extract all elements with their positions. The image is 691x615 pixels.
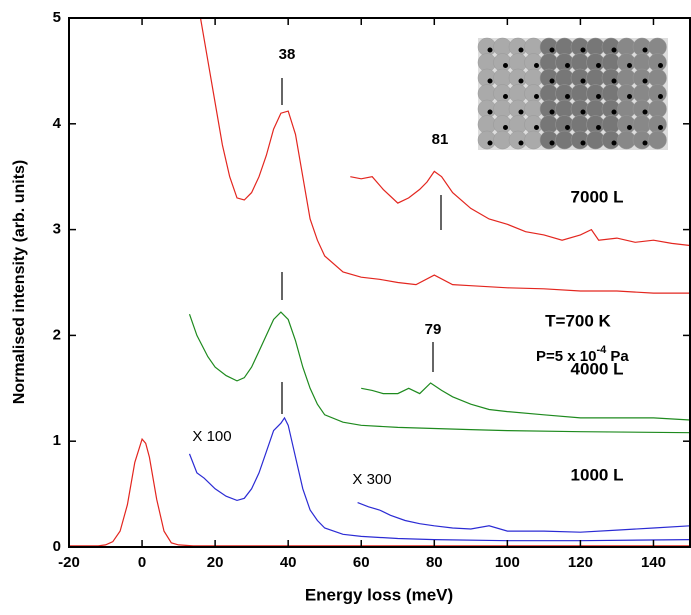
inset-dot bbox=[627, 63, 632, 68]
inset-dot bbox=[487, 140, 493, 146]
inset-dot bbox=[611, 140, 617, 146]
annotation: 81 bbox=[432, 131, 449, 148]
y-tick-label: 0 bbox=[53, 538, 61, 555]
annotation: X 100 bbox=[192, 428, 231, 445]
inset-dot bbox=[596, 125, 601, 130]
inset-dot bbox=[565, 125, 570, 130]
x-tick-label: 80 bbox=[426, 554, 443, 571]
inset-dot bbox=[565, 94, 570, 99]
inset-dot bbox=[503, 94, 508, 99]
y-tick-label: 3 bbox=[53, 221, 61, 238]
inset-dot bbox=[580, 109, 586, 115]
annotation: T=700 K bbox=[545, 311, 611, 330]
inset-dot bbox=[642, 47, 648, 53]
inset-dot bbox=[596, 63, 601, 68]
pressure-sup: -4 bbox=[596, 344, 607, 356]
inset-dot bbox=[518, 109, 524, 115]
annotation: X 300 bbox=[352, 471, 391, 488]
inset-dot bbox=[627, 94, 632, 99]
inset-dot bbox=[534, 94, 539, 99]
x-tick-label: 20 bbox=[207, 554, 224, 571]
annotation: 7000 L bbox=[571, 187, 624, 206]
x-tick-label: 0 bbox=[138, 554, 146, 571]
inset-dot bbox=[487, 78, 493, 84]
y-tick-label: 5 bbox=[53, 9, 61, 26]
inset-dot bbox=[549, 109, 555, 115]
x-tick-label: 60 bbox=[353, 554, 370, 571]
inset-dot bbox=[549, 140, 555, 146]
inset-dot bbox=[658, 63, 663, 68]
x-tick-label: 40 bbox=[280, 554, 297, 571]
y-tick-label: 4 bbox=[53, 115, 62, 132]
annotation: 1000 L bbox=[571, 465, 624, 484]
spectrum-line bbox=[199, 18, 690, 294]
inset-dot bbox=[487, 47, 493, 53]
inset-dot bbox=[549, 78, 555, 84]
inset-dot bbox=[611, 78, 617, 84]
x-axis-label: Energy loss (meV) bbox=[305, 585, 453, 604]
inset-dot bbox=[611, 47, 617, 53]
inset-dot bbox=[503, 63, 508, 68]
inset-dot bbox=[565, 63, 570, 68]
annotation: 38 bbox=[279, 46, 296, 63]
spectrum-line bbox=[69, 437, 690, 547]
inset-dot bbox=[518, 140, 524, 146]
y-axis-label: Normalised intensity (arb. units) bbox=[11, 160, 28, 404]
y-tick-label: 2 bbox=[53, 326, 61, 343]
pressure-unit: Pa bbox=[606, 348, 629, 365]
inset-dot bbox=[534, 125, 539, 130]
inset-dot bbox=[534, 63, 539, 68]
inset-dot bbox=[658, 125, 663, 130]
inset-atom bbox=[648, 130, 667, 150]
inset-dot bbox=[642, 78, 648, 84]
x-tick-label: 140 bbox=[641, 554, 666, 571]
spectrum-line bbox=[188, 416, 690, 542]
plot-frame bbox=[68, 17, 691, 548]
inset-dot bbox=[580, 47, 586, 53]
inset-dot bbox=[518, 78, 524, 84]
inset-dot bbox=[658, 94, 663, 99]
annotation: 4000 L bbox=[571, 359, 624, 378]
spectrum-line bbox=[361, 382, 690, 421]
inset-dot bbox=[549, 47, 555, 53]
inset-dot bbox=[627, 125, 632, 130]
inset-dot bbox=[596, 94, 601, 99]
y-tick-label: 1 bbox=[53, 432, 61, 449]
inset-dot bbox=[642, 109, 648, 115]
spectrum-line bbox=[357, 502, 690, 533]
inset-dot bbox=[487, 109, 493, 115]
inset-dot bbox=[611, 109, 617, 115]
inset-dot bbox=[580, 78, 586, 84]
x-tick-label: 120 bbox=[568, 554, 593, 571]
spectrum-line bbox=[350, 170, 690, 247]
spectrum-line bbox=[188, 311, 690, 434]
annotation: 79 bbox=[425, 321, 442, 338]
inset-image bbox=[477, 37, 668, 150]
pressure-text: P=5 x 10 bbox=[536, 348, 596, 365]
inset-dot bbox=[518, 47, 524, 53]
inset-dot bbox=[580, 140, 586, 146]
inset-dot bbox=[642, 140, 648, 146]
x-tick-label: -20 bbox=[58, 554, 80, 571]
pressure-label: P=5 x 10-4 Pa bbox=[536, 344, 629, 365]
inset-dot bbox=[503, 125, 508, 130]
x-tick-label: 100 bbox=[495, 554, 520, 571]
